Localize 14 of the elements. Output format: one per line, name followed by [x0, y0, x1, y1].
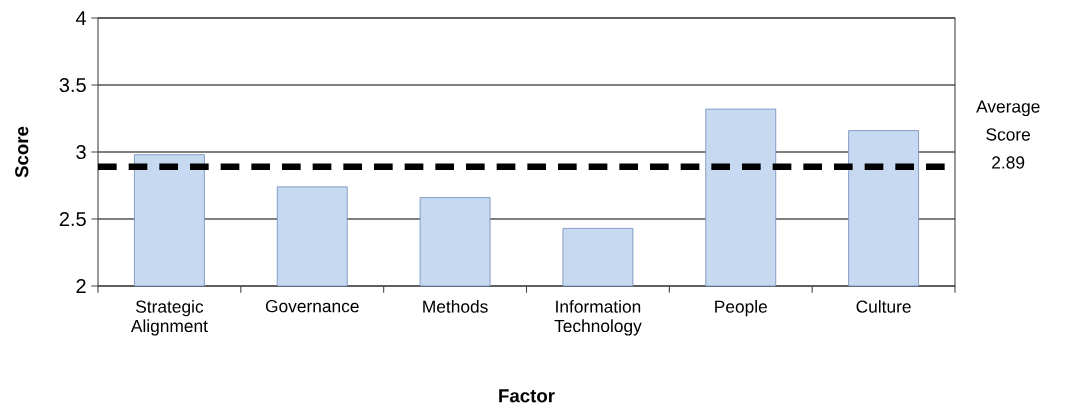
x-axis-title: Factor	[499, 389, 555, 403]
x-tick-label: Information Technology	[554, 300, 642, 336]
x-tick-label: Culture	[856, 300, 911, 313]
y-tick-label: 2.5	[59, 211, 86, 227]
y-axis-title: Score	[15, 126, 29, 178]
x-tick-label: Strategic Alignment	[130, 300, 208, 336]
x-tick-label: Governance	[265, 300, 359, 313]
y-tick-label: 4	[75, 11, 87, 25]
x-tick-label: People	[715, 300, 767, 317]
y-tick-label: 3.5	[59, 77, 86, 93]
y-tick-label: 3	[76, 144, 86, 160]
y-tick-label: 2	[76, 279, 86, 293]
ref-line-label: Average Score 2.89	[976, 100, 1040, 169]
x-tick-label: Methods	[423, 300, 488, 313]
